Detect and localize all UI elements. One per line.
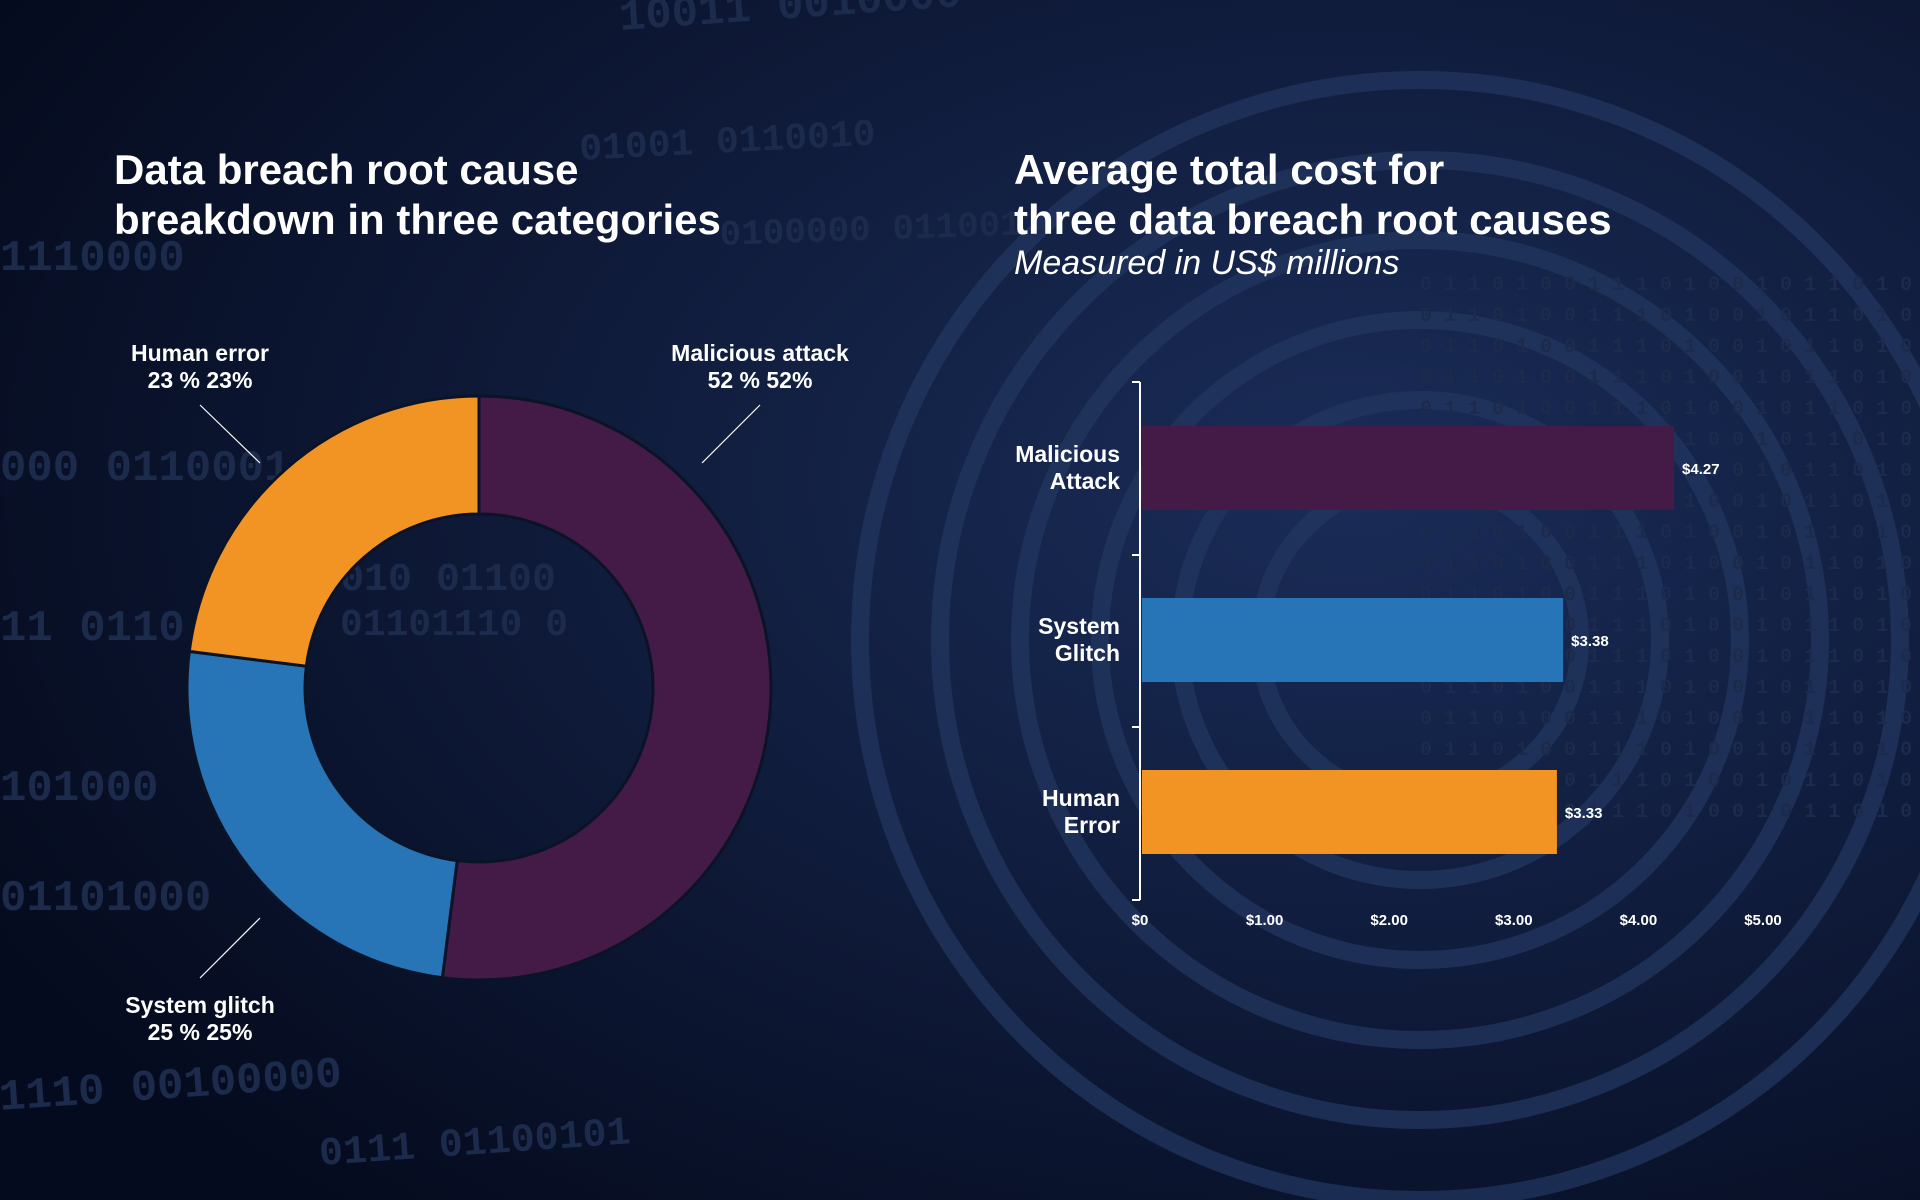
bar-value-label: $3.38 bbox=[1571, 633, 1609, 650]
binary-text: 0 1 1 0 1 0 0 1 1 1 0 1 0 0 1 0 1 1 0 1 … bbox=[1420, 274, 1912, 297]
x-tick-label: $5.00 bbox=[1744, 912, 1782, 929]
binary-text: 101000 bbox=[0, 764, 158, 814]
x-tick-label: $0 bbox=[1132, 912, 1149, 929]
bar-title-line2: three data breach root causes bbox=[1014, 196, 1612, 243]
bar-chart: $4.27 $3.38 $3.33 $0 $1.00 $2.00 $3.00 $4.00 $5.… bbox=[1132, 381, 1782, 929]
donut-title-line1: Data breach root cause bbox=[114, 146, 579, 193]
binary-text: 0 1 1 0 1 0 0 1 1 1 0 1 0 0 1 0 1 1 0 1 … bbox=[1420, 522, 1912, 545]
bar-value-label: $4.27 bbox=[1682, 461, 1720, 478]
binary-text: 0 1 1 0 1 0 0 1 1 1 0 1 0 0 1 0 1 1 0 1 … bbox=[1420, 305, 1912, 328]
leader-line-malicious bbox=[701, 404, 761, 464]
binary-text: 0 1 1 0 1 0 0 1 1 1 0 1 0 0 1 0 1 1 0 1 … bbox=[1420, 367, 1912, 390]
x-tick-label: $3.00 bbox=[1495, 912, 1533, 929]
binary-text: 0 1 1 0 1 0 0 1 1 1 0 1 0 0 1 0 1 1 0 1 … bbox=[1420, 739, 1912, 762]
leader-line-system bbox=[199, 917, 261, 979]
binary-text: 0 1 1 0 1 0 0 1 1 1 0 1 0 0 1 0 1 1 0 1 … bbox=[1420, 708, 1912, 731]
bar-chart-title: Average total cost for three data breach… bbox=[1014, 145, 1612, 245]
callout-leader-lines bbox=[199, 404, 761, 979]
donut-slice-system-glitch bbox=[185, 649, 459, 980]
x-tick-label: $2.00 bbox=[1370, 912, 1408, 929]
category-label-human: Human Error bbox=[960, 785, 1120, 839]
category-line1: Malicious bbox=[1015, 441, 1120, 467]
binary-text: 000 0110001 bbox=[0, 444, 290, 494]
bar-title-line1: Average total cost for bbox=[1014, 146, 1445, 193]
bar-malicious bbox=[1142, 426, 1675, 510]
bar-system bbox=[1142, 598, 1564, 682]
donut-chart bbox=[185, 394, 773, 982]
bar-value-label: $3.33 bbox=[1565, 805, 1603, 822]
slice-label-malicious: Malicious attack bbox=[671, 340, 849, 366]
binary-text: 01101110 0 bbox=[340, 604, 568, 647]
callout-system-glitch: System glitch 25 % 25% bbox=[110, 992, 290, 1046]
category-line2: Error bbox=[1063, 812, 1120, 838]
callout-malicious-attack: Malicious attack 52 % 52% bbox=[660, 340, 860, 394]
category-label-system: System Glitch bbox=[960, 613, 1120, 667]
slice-value-malicious: 52 % 52% bbox=[707, 367, 813, 393]
category-line1: System bbox=[1038, 613, 1120, 639]
binary-text: 010 01100 bbox=[340, 558, 556, 603]
callout-human-error: Human error 23 % 23% bbox=[120, 340, 280, 394]
category-line2: Attack bbox=[1049, 468, 1120, 494]
category-label-malicious: Malicious Attack bbox=[960, 441, 1120, 495]
leader-line-human bbox=[199, 404, 261, 464]
donut-title-line2: breakdown in three categories bbox=[114, 196, 721, 243]
binary-text: 0 1 1 0 1 0 0 1 1 1 0 1 0 0 1 0 1 1 0 1 … bbox=[1420, 336, 1912, 359]
category-line1: Human bbox=[1042, 785, 1120, 811]
donut-slice-malicious-attack bbox=[440, 394, 773, 982]
binary-text: 0 1 1 0 1 0 0 1 1 1 0 1 0 0 1 0 1 1 0 1 … bbox=[1420, 677, 1912, 700]
binary-text: 0 1 1 0 1 0 0 1 1 1 0 1 0 0 1 0 1 1 0 1 … bbox=[1420, 398, 1912, 421]
binary-text: 1110000 bbox=[0, 234, 185, 284]
slice-label-system: System glitch bbox=[125, 992, 275, 1018]
binary-text: 0 1 1 0 1 0 0 1 1 1 0 1 0 0 1 0 1 1 0 1 … bbox=[1420, 553, 1912, 576]
bar-chart-subtitle: Measured in US$ millions bbox=[1014, 244, 1400, 282]
donut-chart-title: Data breach root cause breakdown in thre… bbox=[114, 145, 721, 245]
x-tick-label: $4.00 bbox=[1620, 912, 1658, 929]
slice-label-human: Human error bbox=[130, 340, 270, 366]
binary-text: 01101000 bbox=[0, 874, 211, 924]
x-tick-label: $1.00 bbox=[1246, 912, 1284, 929]
slice-value-system: 25 % 25% bbox=[147, 1019, 253, 1045]
bar-human bbox=[1142, 770, 1557, 854]
donut-slice-human-error bbox=[187, 394, 481, 668]
slice-value-human: 23 % 23% bbox=[147, 367, 253, 393]
category-line2: Glitch bbox=[1054, 640, 1120, 666]
